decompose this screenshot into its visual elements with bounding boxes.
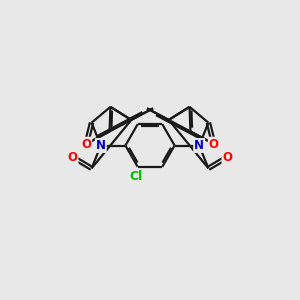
Text: O: O bbox=[209, 138, 219, 151]
Text: O: O bbox=[81, 138, 91, 151]
Text: O: O bbox=[68, 151, 77, 164]
Text: O: O bbox=[223, 151, 232, 164]
Text: N: N bbox=[194, 139, 204, 152]
Text: N: N bbox=[96, 139, 106, 152]
Text: Cl: Cl bbox=[130, 170, 143, 183]
